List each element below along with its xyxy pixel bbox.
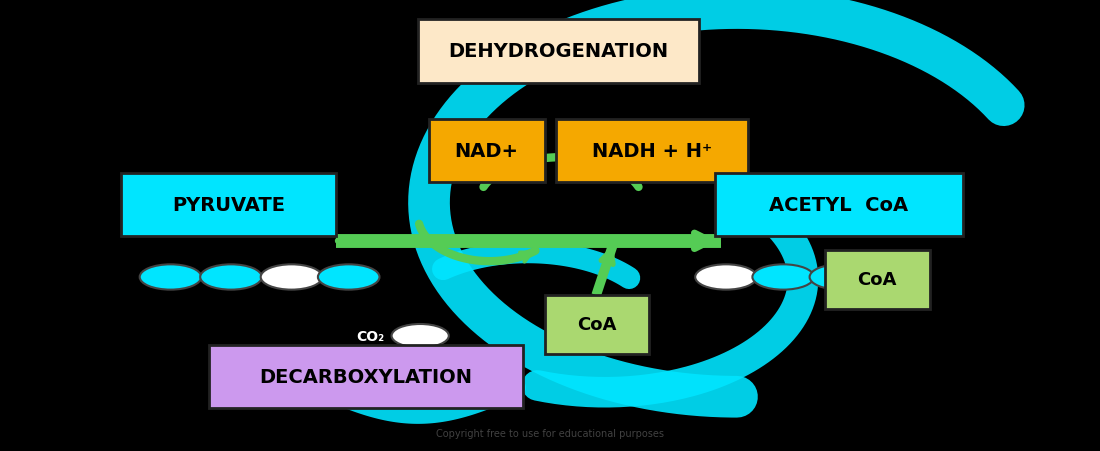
Text: CoA: CoA [578, 316, 616, 334]
Text: DECARBOXYLATION: DECARBOXYLATION [260, 367, 472, 386]
Text: NAD+: NAD+ [454, 142, 519, 161]
FancyBboxPatch shape [429, 120, 544, 183]
FancyBboxPatch shape [418, 20, 698, 83]
FancyBboxPatch shape [825, 250, 930, 309]
Text: CoA: CoA [858, 271, 896, 289]
Text: CO₂: CO₂ [355, 329, 384, 343]
Circle shape [695, 265, 757, 290]
Text: PYRUVATE: PYRUVATE [172, 196, 285, 215]
Text: Copyright free to use for educational purposes: Copyright free to use for educational pu… [436, 428, 664, 438]
Circle shape [318, 265, 380, 290]
Circle shape [261, 265, 322, 290]
FancyBboxPatch shape [209, 345, 522, 408]
FancyBboxPatch shape [121, 174, 336, 237]
Text: NADH + H⁺: NADH + H⁺ [592, 142, 712, 161]
FancyBboxPatch shape [544, 295, 649, 354]
FancyBboxPatch shape [556, 120, 748, 183]
Circle shape [392, 324, 449, 348]
Circle shape [140, 265, 201, 290]
Text: ACETYL  CoA: ACETYL CoA [769, 196, 909, 215]
Circle shape [200, 265, 262, 290]
Circle shape [752, 265, 814, 290]
FancyBboxPatch shape [715, 174, 962, 237]
Circle shape [810, 265, 871, 290]
Text: DEHYDROGENATION: DEHYDROGENATION [448, 42, 669, 61]
